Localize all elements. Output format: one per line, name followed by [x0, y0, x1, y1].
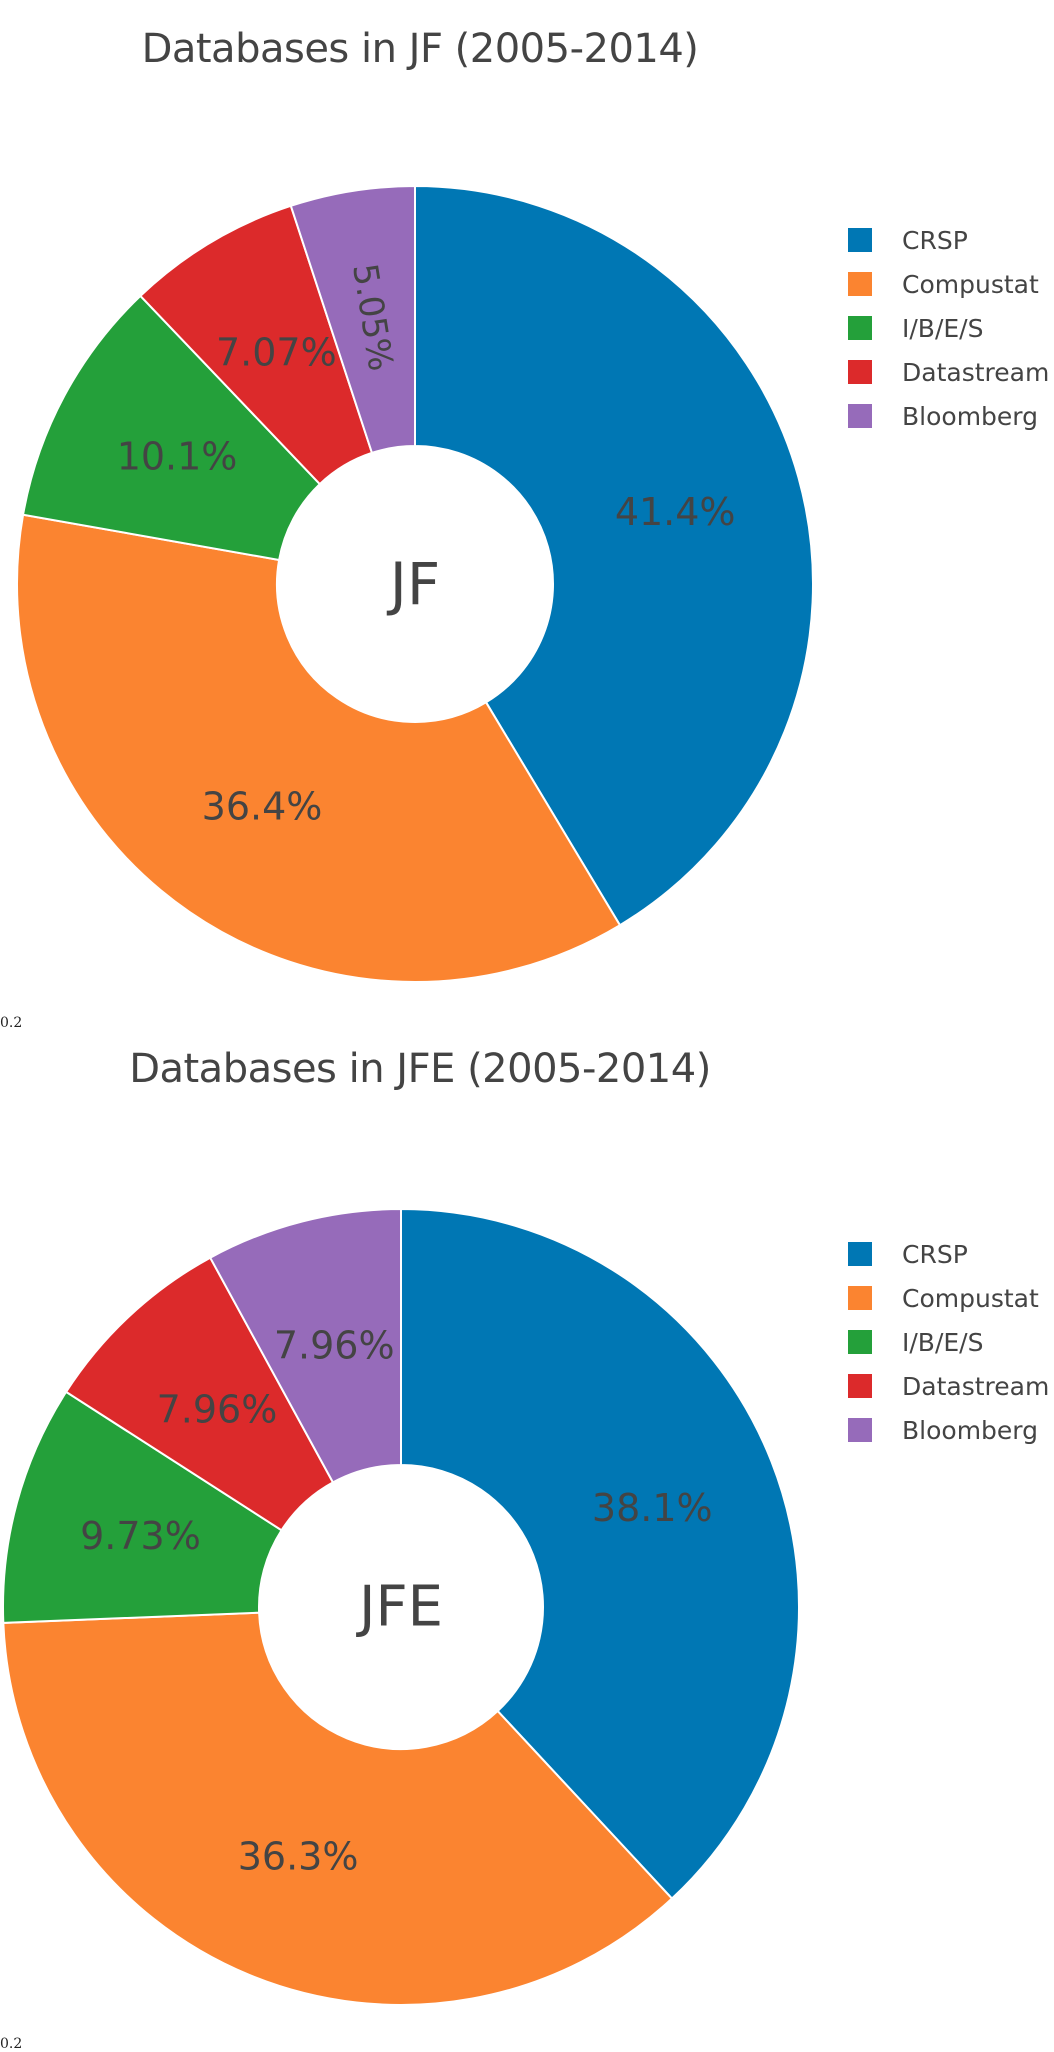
- chart-title: Databases in JF (2005-2014): [141, 26, 699, 72]
- legend-swatch: [848, 1418, 872, 1442]
- legend-label: Datastream: [902, 1371, 1050, 1401]
- legend-label: CRSP: [902, 225, 968, 255]
- slice-percent-label: 36.3%: [238, 1835, 359, 1879]
- donut-slice-i-b-e-s[interactable]: [2, 1390, 283, 1624]
- legend-swatch: [848, 272, 872, 296]
- donut-slice-bloomberg[interactable]: [289, 184, 416, 455]
- corner-note: 0.2: [0, 2036, 23, 2052]
- legend-swatch: [848, 1330, 872, 1354]
- donut-slice-compustat[interactable]: [2, 1611, 674, 2006]
- legend-item-compustat[interactable]: Compustat: [848, 262, 1048, 306]
- donut-chart-svg: 41.4%36.4%10.1%7.07% 5.05%JF: [16, 184, 814, 983]
- chart-title: Databases in JFE (2005-2014): [129, 1046, 711, 1092]
- donut-slice-i-b-e-s[interactable]: [21, 294, 322, 562]
- donut-chart-svg: 38.1% 36.3% 9.73% 7.96% 7.96% JFE: [2, 1207, 800, 2006]
- legend-label: CRSP: [902, 1239, 968, 1269]
- legend-label: Compustat: [902, 1283, 1039, 1313]
- legend-item-ibes[interactable]: I/B/E/S: [848, 1320, 1048, 1364]
- donut-slice-crsp[interactable]: [400, 1207, 800, 1900]
- legend-label: Bloomberg: [902, 401, 1038, 431]
- legend-swatch: [848, 1242, 872, 1266]
- legend-item-compustat[interactable]: Compustat: [848, 1276, 1048, 1320]
- donut-center-label: JFE: [356, 1575, 443, 1640]
- legend-item-ibes[interactable]: I/B/E/S: [848, 306, 1048, 350]
- slice-percent-label: 41.4%: [615, 490, 736, 534]
- legend-swatch: [848, 1286, 872, 1310]
- slice-percent-label: 36.4%: [202, 784, 323, 828]
- legend-label: I/B/E/S: [902, 313, 984, 343]
- legend-swatch: [848, 404, 872, 428]
- slice-percent-label: 7.96%: [157, 1387, 278, 1431]
- legend-label: Compustat: [902, 269, 1039, 299]
- legend-label: Datastream: [902, 357, 1050, 387]
- legend-swatch: [848, 1374, 872, 1398]
- legend-item-bloomberg[interactable]: Bloomberg: [848, 394, 1048, 438]
- legend-item-bloomberg[interactable]: Bloomberg: [848, 1408, 1048, 1452]
- slice-percent-label: 38.1%: [592, 1486, 713, 1530]
- legend-swatch: [848, 316, 872, 340]
- donut-center-label: JF: [387, 550, 440, 618]
- legend-item-crsp[interactable]: CRSP: [848, 218, 1048, 262]
- legend-item-datastream[interactable]: Datastream: [848, 1364, 1050, 1408]
- legend-label: Bloomberg: [902, 1415, 1038, 1445]
- legend-label: I/B/E/S: [902, 1327, 984, 1357]
- slice-percent-label: 10.1%: [117, 434, 238, 478]
- donut-slice-crsp[interactable]: [414, 184, 814, 927]
- chart-panel-jfe: Databases in JFE (2005-2014) 38.1% 36.3% 9…: [0, 1010, 1054, 2030]
- chart-legend: CRSP Compustat I/B/E/S Datastream Bloomb…: [848, 1232, 1050, 1452]
- slice-percent-label: 7.96%: [274, 1323, 395, 1367]
- legend-swatch: [848, 360, 872, 384]
- slice-percent-label: 9.73%: [80, 1514, 201, 1558]
- donut-slice-bloomberg[interactable]: [208, 1207, 402, 1484]
- legend-item-datastream[interactable]: Datastream: [848, 350, 1050, 394]
- legend-item-crsp[interactable]: CRSP: [848, 1232, 1048, 1276]
- legend-swatch: [848, 228, 872, 252]
- slice-percent-label: 7.07%: [216, 330, 337, 374]
- donut-slice-compustat[interactable]: [16, 513, 622, 983]
- chart-panel-jf: Databases in JF (2005-2014) 41.4% 36.4% 10…: [0, 0, 1054, 1020]
- chart-legend: CRSP Compustat I/B/E/S Datastream Bloomb…: [848, 218, 1050, 438]
- corner-note: 0.2: [0, 1015, 23, 1031]
